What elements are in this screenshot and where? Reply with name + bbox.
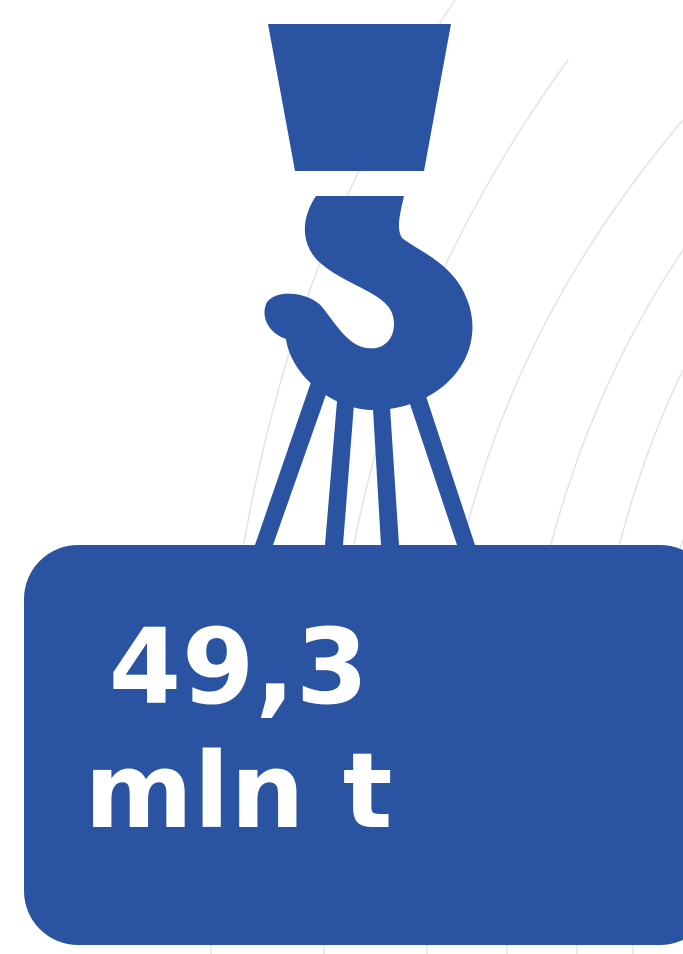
hook-block xyxy=(268,24,451,171)
load-value-label: 49,3 mln t xyxy=(24,605,454,853)
lifting-cables xyxy=(255,382,475,545)
load-unit: mln t xyxy=(84,730,394,852)
load-value: 49,3 xyxy=(108,606,370,728)
load-box xyxy=(24,545,683,945)
hook-shape xyxy=(264,196,473,411)
